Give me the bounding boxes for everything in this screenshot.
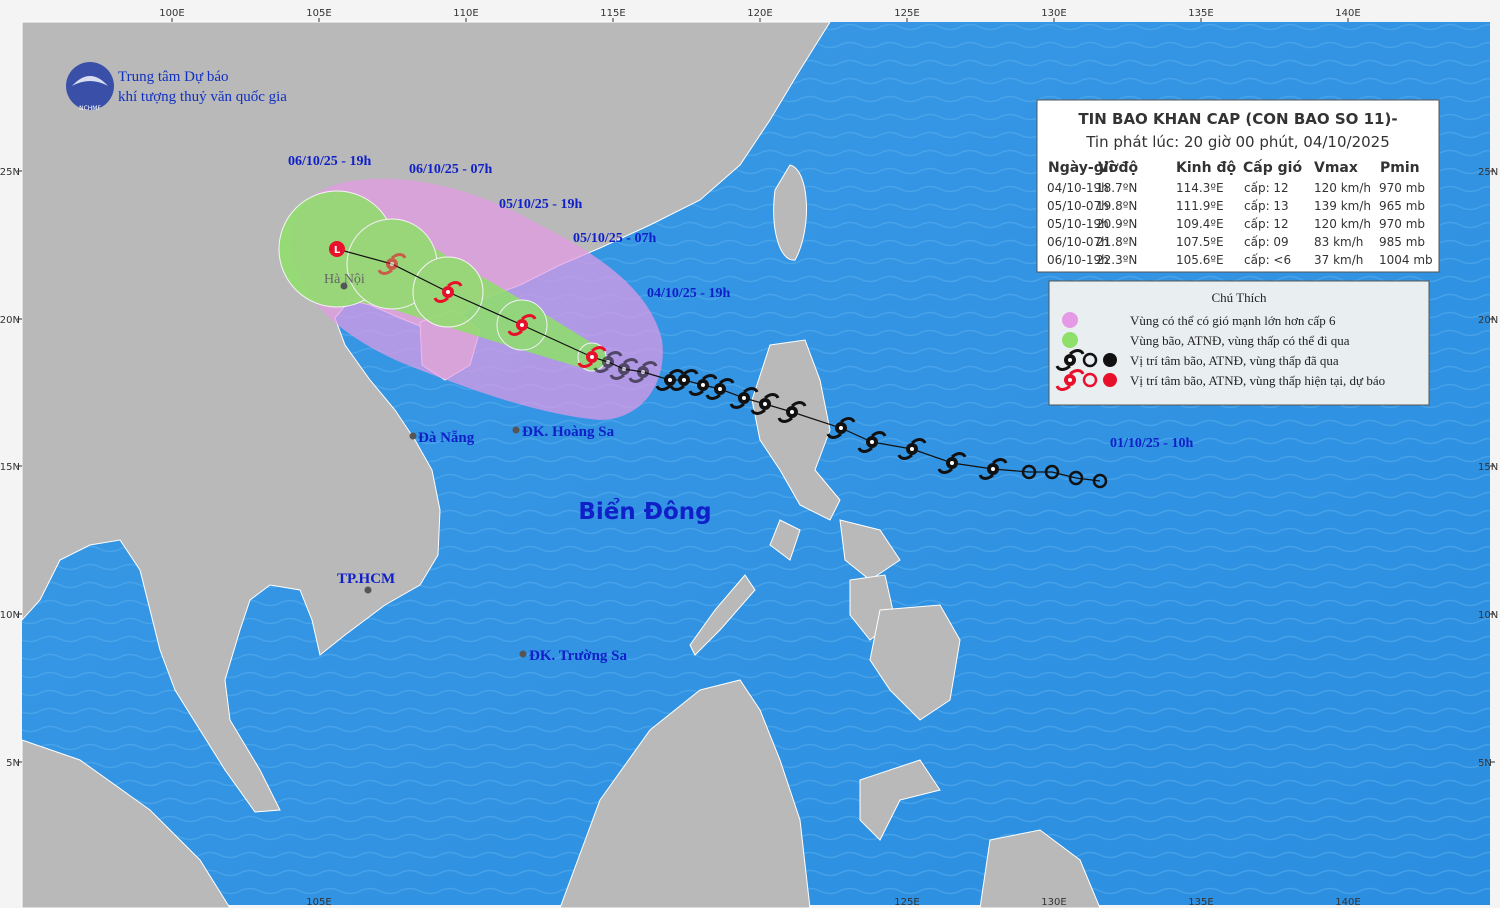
place-label: Đà Nẵng xyxy=(418,430,475,446)
legend-swatch xyxy=(1062,332,1078,348)
bulletin-title: TIN BAO KHAN CAP (CON BAO SO 11)- xyxy=(1078,110,1397,128)
lon-label: 135E xyxy=(1188,897,1213,908)
forecast-positions: L xyxy=(329,241,607,368)
lon-label: 115E xyxy=(600,8,625,19)
sea-label: Biển Đông xyxy=(578,497,711,525)
table-cell: cấp: <6 xyxy=(1244,253,1291,267)
lat-label: 10N xyxy=(1478,610,1498,621)
legend-swatch xyxy=(1062,312,1078,328)
lon-label: 135E xyxy=(1188,8,1213,19)
table-cell: cấp: 09 xyxy=(1244,235,1289,249)
place-label: ĐK. Trường Sa xyxy=(529,648,628,664)
place-dots xyxy=(340,282,527,658)
table-cell: cấp: 13 xyxy=(1244,199,1289,213)
bulletin-box xyxy=(1036,99,1440,273)
time-label: 05/10/25 - 07h xyxy=(573,231,656,246)
legend-item: Vùng có thể có gió mạnh lớn hơn cấp 6 xyxy=(1130,313,1336,328)
lon-label: 105E xyxy=(306,8,331,19)
table-cell: 37 km/h xyxy=(1314,253,1363,267)
table-cell: cấp: 12 xyxy=(1244,181,1289,195)
table-cell: 19.8ºN xyxy=(1096,199,1137,213)
place-label: Hà Nội xyxy=(324,272,365,287)
table-header: Pmin xyxy=(1380,160,1420,176)
table-cell: 04/10-19h xyxy=(1047,181,1109,195)
lon-label: 140E xyxy=(1335,897,1360,908)
lat-label: 10N xyxy=(0,610,20,621)
table-cell: 965 mb xyxy=(1379,199,1425,213)
table-cell: 109.4ºE xyxy=(1176,217,1224,231)
table-cell: cấp: 12 xyxy=(1244,217,1289,231)
table-cell: 05/10-07h xyxy=(1047,199,1109,213)
legend-title: Chú Thích xyxy=(1211,290,1267,305)
lat-label: 15N xyxy=(0,462,20,473)
place-label: ĐK. Hoàng Sa xyxy=(522,424,615,440)
lat-label: 15N xyxy=(1478,462,1498,473)
table-cell: 06/10-19h xyxy=(1047,253,1109,267)
svg-text:L: L xyxy=(334,245,341,256)
lon-label: 120E xyxy=(747,8,772,19)
table-cell: 107.5ºE xyxy=(1176,235,1224,249)
table-cell: 1004 mb xyxy=(1379,253,1433,267)
bulletin-issued: Tin phát lúc: 20 giờ 00 phút, 04/10/2025 xyxy=(1085,133,1390,151)
lat-label: 25N xyxy=(0,167,20,178)
table-cell: 111.9ºE xyxy=(1176,199,1224,213)
lat-label: 20N xyxy=(1478,315,1498,326)
logo-mark xyxy=(72,76,108,86)
table-cell: 18.7ºN xyxy=(1096,181,1137,195)
table-cell: 105.6ºE xyxy=(1176,253,1224,267)
table-cell: 83 km/h xyxy=(1314,235,1363,249)
lon-label: 125E xyxy=(894,8,919,19)
logo xyxy=(66,62,114,110)
table-cell: 985 mb xyxy=(1379,235,1425,249)
lon-label: 110E xyxy=(453,8,478,19)
lat-label: 5N xyxy=(1478,758,1492,769)
time-label: 05/10/25 - 19h xyxy=(499,197,582,212)
table-header: Vĩ độ xyxy=(1098,160,1139,176)
table-cell: 06/10-07h xyxy=(1047,235,1109,249)
track-line xyxy=(336,248,1101,482)
legend-item: Vùng bão, ATNĐ, vùng thấp có thể đi qua xyxy=(1130,333,1350,348)
org-name: khí tượng thuỷ văn quốc gia xyxy=(118,89,287,105)
table-cell: 114.3ºE xyxy=(1176,181,1224,195)
lat-label: 25N xyxy=(1478,167,1498,178)
table-cell: 970 mb xyxy=(1379,181,1425,195)
time-label: 04/10/25 - 19h xyxy=(647,286,730,301)
lon-label: 140E xyxy=(1335,8,1360,19)
table-header: Kinh độ xyxy=(1176,160,1236,176)
table-cell: 120 km/h xyxy=(1314,181,1371,195)
time-label: 06/10/25 - 07h xyxy=(409,162,492,177)
lat-label: 5N xyxy=(6,758,20,769)
time-label: 01/10/25 - 10h xyxy=(1110,436,1193,451)
table-cell: 20.9ºN xyxy=(1096,217,1137,231)
table-cell: 139 km/h xyxy=(1314,199,1371,213)
table-cell: 21.8ºN xyxy=(1096,235,1137,249)
table-cell: 120 km/h xyxy=(1314,217,1371,231)
org-name: Trung tâm Dự báo xyxy=(118,69,229,85)
lon-label: 100E xyxy=(159,8,184,19)
table-header: Ngày-giờ xyxy=(1048,160,1119,176)
table-cell: 970 mb xyxy=(1379,217,1425,231)
lat-label: 20N xyxy=(0,315,20,326)
graticule-labels: 100E 105E 110E 115E 120E 125E 130E 135E 140E 105E… xyxy=(0,8,1498,908)
place-label: TP.HCM xyxy=(337,571,395,587)
legend-item: Vị trí tâm bão, ATNĐ, vùng thấp đã qua xyxy=(1130,353,1339,368)
lon-label: 130E xyxy=(1041,897,1066,908)
lon-label: 130E xyxy=(1041,8,1066,19)
lon-label: 125E xyxy=(894,897,919,908)
legend-swatch xyxy=(1055,349,1117,391)
table-header: Cấp gió xyxy=(1243,159,1302,176)
legend-item: Vị trí tâm bão, ATNĐ, vùng thấp hiện tại… xyxy=(1130,373,1385,388)
lon-label: 105E xyxy=(306,897,331,908)
table-cell: 05/10-19h xyxy=(1047,217,1109,231)
logo-text: NCHMF xyxy=(79,105,101,112)
table-cell: 22.3ºN xyxy=(1096,253,1137,267)
table-header: Vmax xyxy=(1314,160,1358,176)
time-label: 06/10/25 - 19h xyxy=(288,154,371,169)
